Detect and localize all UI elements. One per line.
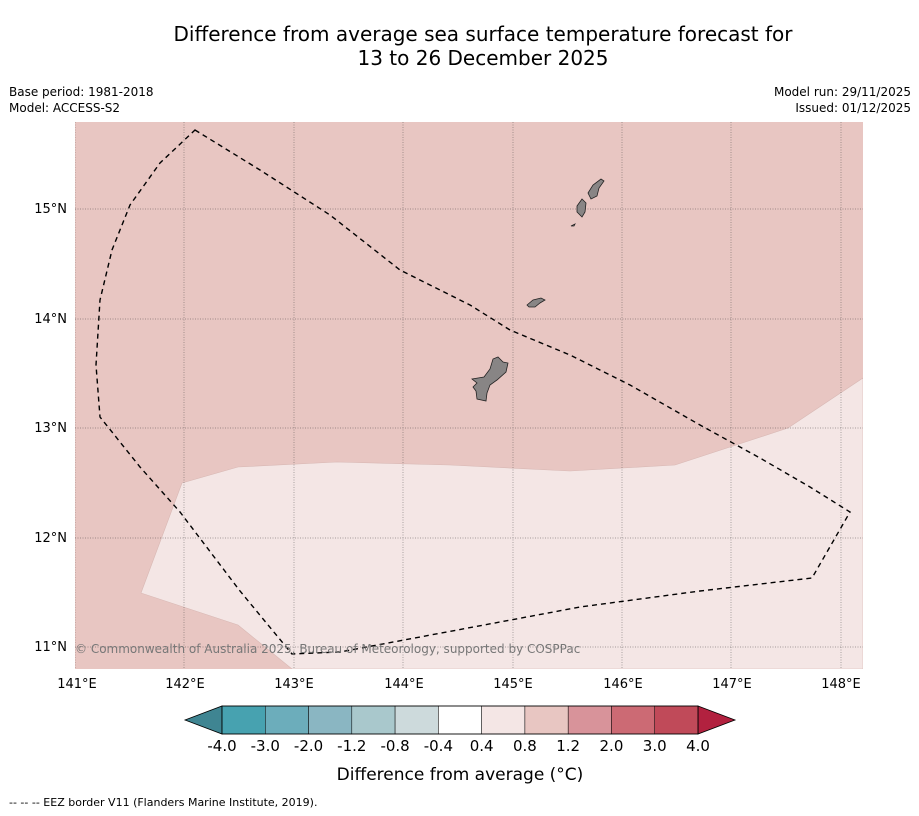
lat-label: 14°N [34, 312, 67, 327]
colorbar-under-arrow [183, 705, 223, 735]
lat-label: 12°N [34, 531, 67, 546]
colorbar-swatch [611, 705, 655, 735]
colorbar-swatch [567, 705, 612, 735]
model-run: Model run: 29/11/2025 [773, 85, 911, 99]
colorbar-swatch [524, 705, 569, 735]
island-saipan [587, 178, 605, 200]
colorbar-tick-label: 3.0 [643, 737, 667, 755]
copyright-text: © Commonwealth of Australia 2025, Bureau… [75, 642, 580, 656]
colorbar-over-arrow [697, 705, 737, 735]
colorbar-tick-label: -0.4 [424, 737, 453, 755]
title-line-1: Difference from average sea surface temp… [173, 22, 793, 46]
base-period: Base period: 1981-2018 [9, 85, 154, 99]
colorbar-swatch [654, 705, 699, 735]
lat-label: 15°N [34, 202, 67, 217]
lon-label: 145°E [493, 677, 533, 692]
chart-title: Difference from average sea surface temp… [60, 22, 906, 70]
colorbar-frame [221, 705, 699, 735]
colorbar-swatch [265, 705, 309, 735]
lat-label: 11°N [34, 640, 67, 655]
lon-label: 147°E [712, 677, 752, 692]
island-aguijan [570, 223, 576, 227]
colorbar-swatch [438, 705, 482, 735]
colorbar: -4.0 -3.0 -2.0 -1.2 -0.8 -0.4 0.4 0.8 1.2 2.0 3.0 4… [183, 705, 737, 785]
colorbar-tick-label: -1.2 [337, 737, 366, 755]
gridlines [75, 122, 863, 669]
colorbar-swatch [394, 705, 439, 735]
map-area: © Commonwealth of Australia 2025, Bureau… [75, 122, 863, 669]
colorbar-tick-label: -0.8 [380, 737, 409, 755]
lon-label: 141°E [57, 677, 97, 692]
lon-label: 148°E [821, 677, 861, 692]
lon-label: 146°E [603, 677, 643, 692]
title-line-2: 13 to 26 December 2025 [357, 46, 609, 70]
lat-labels: 15°N 14°N 13°N 12°N 11°N [34, 202, 67, 655]
colorbar-tick-label: 0.4 [470, 737, 494, 755]
colorbar-swatches [221, 705, 699, 735]
colorbar-tick-label: -3.0 [251, 737, 280, 755]
model-name: Model: ACCESS-S2 [9, 101, 121, 115]
colorbar-swatch [481, 705, 526, 735]
colorbar-tick-label: 1.2 [556, 737, 580, 755]
colorbar-swatch [308, 705, 353, 735]
colorbar-tick-label: -4.0 [207, 737, 236, 755]
colorbar-tick-label: -2.0 [294, 737, 323, 755]
colorbar-tick-label: 4.0 [686, 737, 710, 755]
island-guam [471, 356, 509, 402]
lon-label: 144°E [384, 677, 424, 692]
colorbar-swatch [351, 705, 396, 735]
colorbar-tick-label: 2.0 [600, 737, 624, 755]
lon-label: 142°E [165, 677, 205, 692]
islands [471, 178, 605, 402]
anomaly-region-0.4-0.8 [140, 377, 863, 669]
colorbar-tick-label: 0.8 [513, 737, 537, 755]
eez-footnote: -- -- -- EEZ border V11 (Flanders Marine… [9, 796, 318, 809]
colorbar-label: Difference from average (°C) [337, 765, 584, 785]
lon-labels: 141°E 142°E 143°E 144°E 145°E 146°E 147°… [57, 677, 861, 692]
eez-border-line [95, 129, 851, 655]
island-rota [526, 297, 546, 308]
issued-date: Issued: 01/12/2025 [795, 101, 911, 115]
lon-label: 143°E [274, 677, 314, 692]
island-tinian [576, 198, 587, 218]
lat-label: 13°N [34, 421, 67, 436]
meta-left: Base period: 1981-2018 Model: ACCESS-S2 [9, 84, 154, 116]
colorbar-ticks: -4.0 -3.0 -2.0 -1.2 -0.8 -0.4 0.4 0.8 1.2 2.0 3.0 4… [207, 737, 710, 755]
meta-right: Model run: 29/11/2025 Issued: 01/12/2025 [774, 84, 911, 116]
colorbar-swatch [221, 705, 266, 735]
